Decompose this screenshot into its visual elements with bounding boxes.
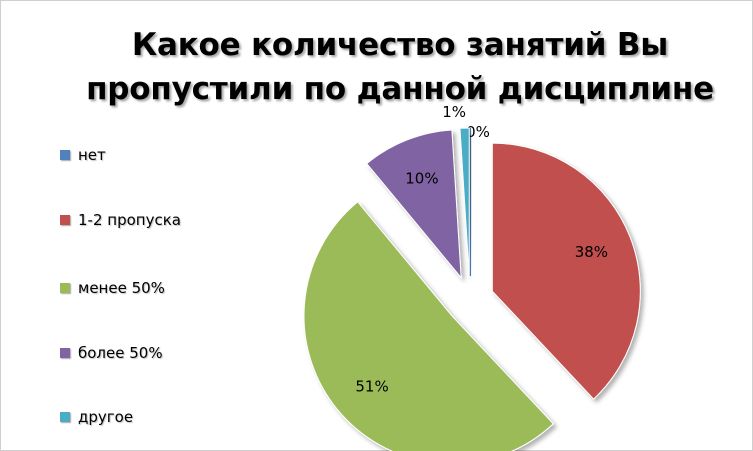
pie-slice-menee-50 bbox=[303, 201, 555, 451]
chart-title-line-1: Какое количество занятий Вы bbox=[131, 27, 669, 63]
legend-label: нет bbox=[78, 146, 106, 164]
legend-swatch bbox=[60, 283, 70, 293]
legend-item-menee-50: менее 50% bbox=[60, 278, 165, 298]
legend-item-net: нет bbox=[60, 145, 106, 165]
chart-title-line-2: пропустили по данной дисциплине bbox=[86, 71, 714, 107]
legend-label: менее 50% bbox=[78, 279, 165, 297]
legend-item-1-2-propuska: 1-2 пропуска bbox=[60, 210, 181, 230]
data-label-1-2-propuska: 38% bbox=[575, 243, 608, 261]
legend-label: 1-2 пропуска bbox=[78, 211, 181, 229]
legend-label: более 50% bbox=[78, 344, 163, 362]
legend-swatch bbox=[60, 150, 70, 160]
pie-slice-1-2-propuska bbox=[491, 142, 641, 400]
legend-swatch bbox=[60, 215, 70, 225]
data-label-menee-50: 51% bbox=[355, 377, 388, 395]
pie-slice-drugoe bbox=[459, 127, 470, 277]
data-label-bolee-50: 10% bbox=[405, 170, 438, 188]
data-label-net: 0% bbox=[466, 123, 490, 141]
legend-label: другое bbox=[78, 408, 134, 426]
legend-item-drugoe: другое bbox=[60, 407, 133, 427]
data-label-drugoe: 1% bbox=[442, 103, 466, 121]
legend-swatch bbox=[60, 348, 70, 358]
legend-item-bolee-50: более 50% bbox=[60, 343, 163, 363]
legend-swatch bbox=[60, 412, 70, 422]
pie-slice-bolee-50 bbox=[366, 129, 462, 280]
